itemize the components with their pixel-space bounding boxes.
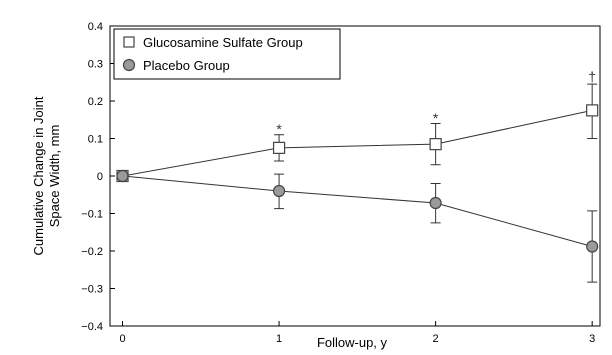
series-layer xyxy=(116,83,599,283)
y-tick-label: 0.1 xyxy=(88,134,103,146)
significance-marker: * xyxy=(433,110,439,126)
x-tick-label: 3 xyxy=(589,333,595,345)
marker-glucosamine xyxy=(586,104,599,117)
legend-circle-marker xyxy=(122,58,136,72)
y-axis-title-line-1: Cumulative Change in Joint xyxy=(31,96,46,255)
x-tick-label: 0 xyxy=(119,333,125,345)
marker-placebo xyxy=(429,196,442,210)
x-tick-label: 2 xyxy=(433,333,439,345)
y-tick-label: −0.3 xyxy=(81,284,103,296)
annotation-layer: * * † xyxy=(276,69,596,138)
y-axis: −0.4 −0.3 −0.2 −0.1 0 0.1 0.2 0.3 0.4 xyxy=(81,21,115,333)
y-tick-label: 0.4 xyxy=(88,21,103,33)
series-line-placebo xyxy=(122,175,593,247)
y-tick-label: 0.2 xyxy=(88,96,103,108)
marker-glucosamine xyxy=(272,141,286,154)
significance-marker: † xyxy=(588,69,596,85)
series-line-glucosamine xyxy=(122,109,593,177)
significance-marker: * xyxy=(276,121,282,137)
marker-placebo xyxy=(116,169,129,183)
x-axis-title: Follow-up, y xyxy=(317,335,388,350)
y-tick-label: −0.4 xyxy=(81,321,103,333)
y-axis-title-line-2: Space Width, mm xyxy=(47,125,62,228)
y-tick-label: 0.3 xyxy=(88,59,103,71)
x-tick-label: 1 xyxy=(276,333,282,345)
legend-label-glucosamine: Glucosamine Sulfate Group xyxy=(143,35,303,50)
marker-glucosamine xyxy=(429,138,442,151)
legend-box xyxy=(113,28,341,80)
legend-label-placebo: Placebo Group xyxy=(143,58,230,73)
y-tick-label: 0 xyxy=(97,171,103,183)
marker-placebo xyxy=(272,184,286,198)
y-tick-label: −0.1 xyxy=(81,209,103,221)
marker-placebo xyxy=(586,240,599,253)
legend-square-marker xyxy=(123,36,135,48)
x-axis: 0 1 2 3 xyxy=(119,321,595,345)
legend: Glucosamine Sulfate Group Placebo Group xyxy=(113,28,341,80)
y-tick-label: −0.2 xyxy=(81,246,103,258)
